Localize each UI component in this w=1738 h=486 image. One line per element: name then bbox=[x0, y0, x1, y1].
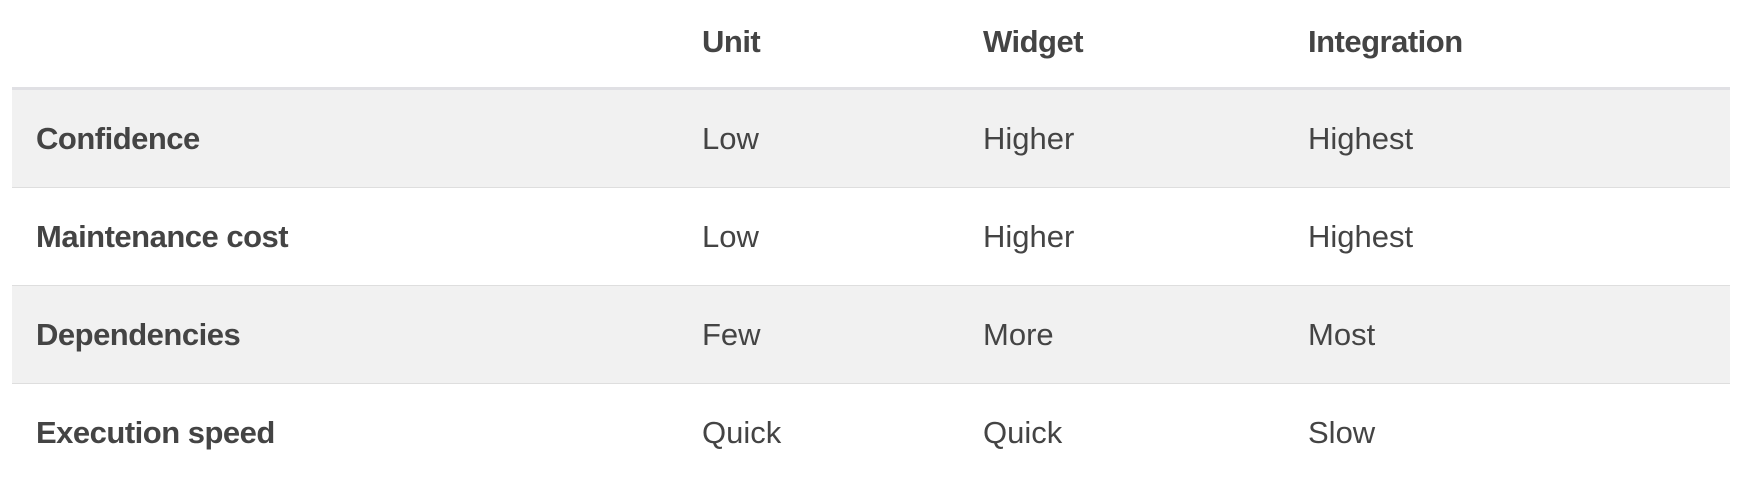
header-widget: Widget bbox=[983, 24, 1084, 59]
row-label-maintenance-cost: Maintenance cost bbox=[36, 218, 289, 254]
table-row: Execution speed Quick Quick Slow bbox=[12, 384, 1730, 482]
header-integration: Integration bbox=[1308, 24, 1463, 59]
table-cell: Highest bbox=[1308, 120, 1414, 156]
row-label-confidence: Confidence bbox=[36, 120, 200, 156]
table-cell: Most bbox=[1308, 316, 1376, 352]
row-label-execution-speed: Execution speed bbox=[36, 415, 275, 450]
table-cell: Quick bbox=[702, 415, 782, 450]
header-unit: Unit bbox=[702, 24, 761, 59]
table-row: Maintenance cost Low Higher Highest bbox=[12, 188, 1730, 286]
table-cell: Low bbox=[702, 120, 759, 156]
table-cell: Highest bbox=[1308, 218, 1414, 254]
table-cell: Higher bbox=[983, 120, 1075, 156]
table-header-row: Unit Widget Integration bbox=[12, 0, 1730, 90]
table-cell: Low bbox=[702, 218, 759, 254]
row-label-dependencies: Dependencies bbox=[36, 316, 241, 352]
table-row: Confidence Low Higher Highest bbox=[12, 90, 1730, 188]
comparison-table: Unit Widget Integration Confidence Low H… bbox=[12, 0, 1730, 482]
table-cell: Slow bbox=[1308, 415, 1376, 450]
table-cell: Few bbox=[702, 316, 761, 352]
table-cell: Quick bbox=[983, 415, 1063, 450]
table-row: Dependencies Few More Most bbox=[12, 286, 1730, 384]
table-cell: More bbox=[983, 316, 1054, 352]
table-cell: Higher bbox=[983, 218, 1075, 254]
